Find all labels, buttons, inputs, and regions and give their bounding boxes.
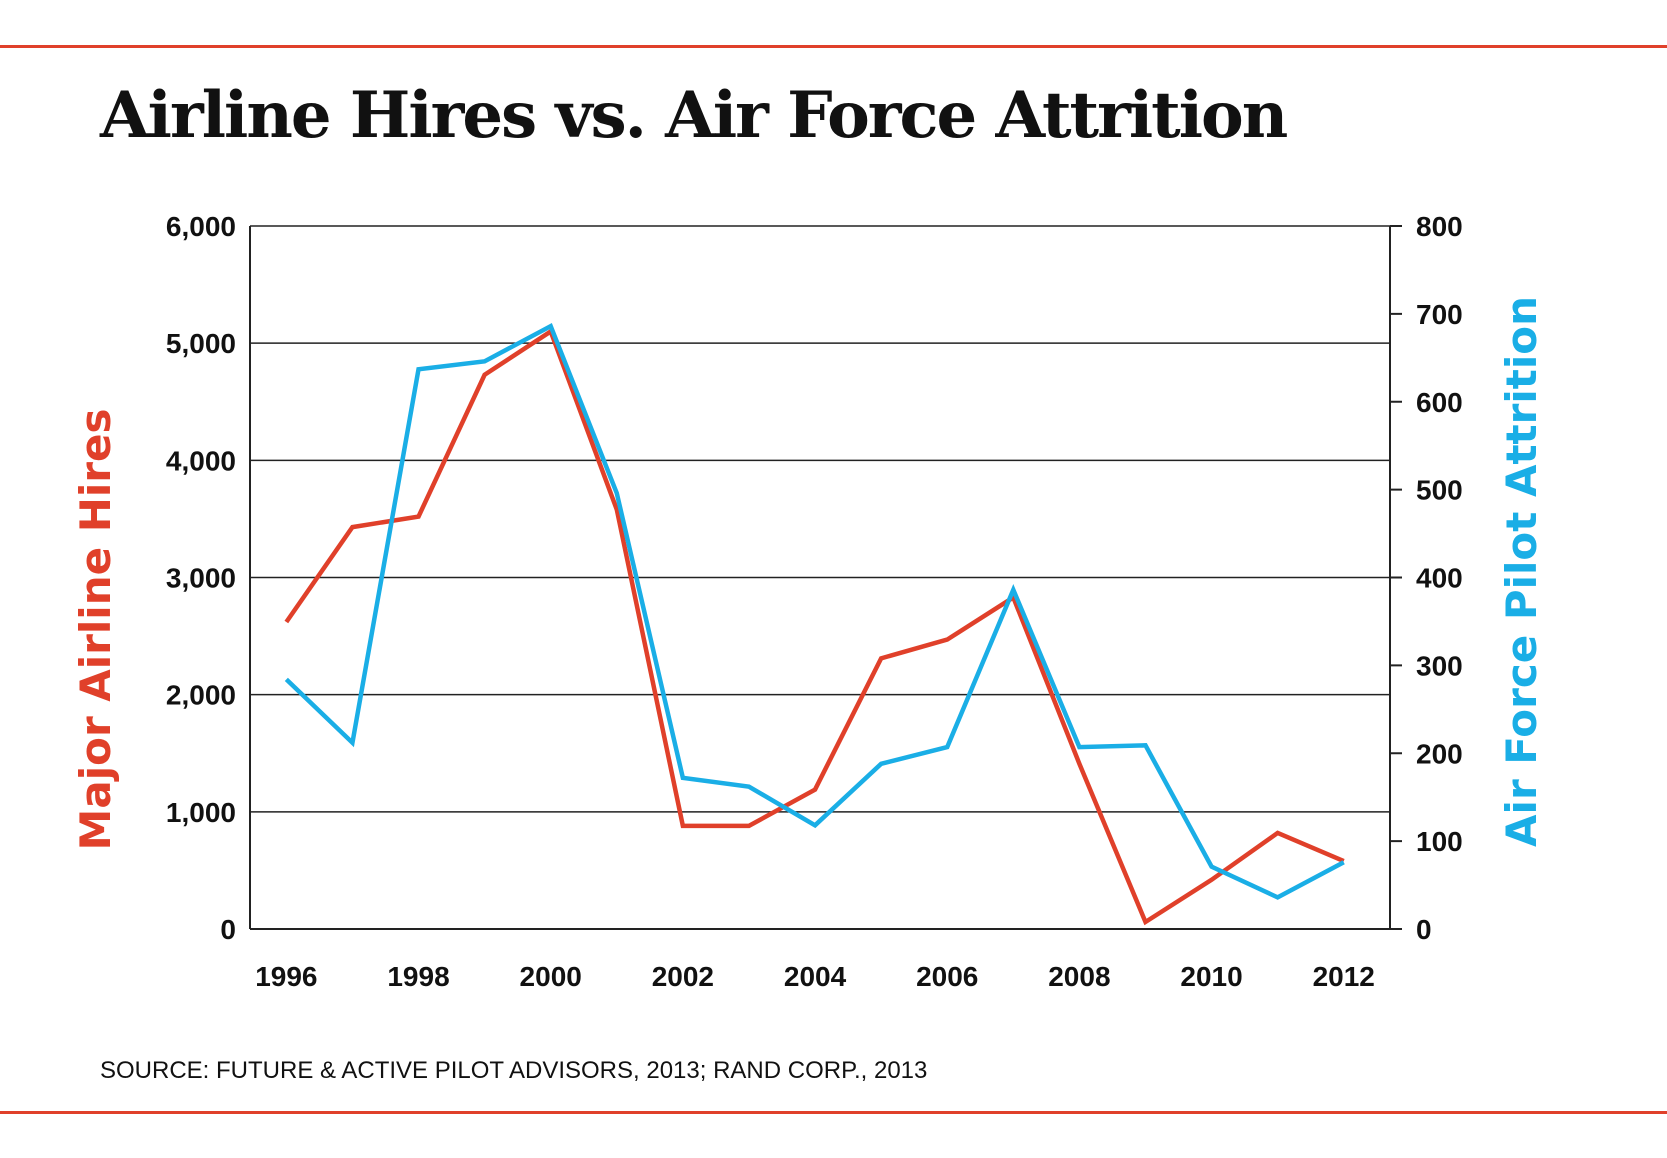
left-tick-label-3,000: 3,000: [166, 563, 236, 594]
right-tick-label-500: 500: [1416, 475, 1463, 506]
right-tick-label-800: 800: [1416, 211, 1463, 242]
series-lines: [284, 323, 1345, 926]
right-tick-label-200: 200: [1416, 738, 1463, 769]
x-axis-tick-labels: 1996 1998 2000 2002 2004 2006 2008 2010 2012: [255, 961, 1375, 992]
chart-title: Airline Hires vs. Air Force Attrition: [100, 78, 1288, 153]
left-tick-label-6,000: 6,000: [166, 211, 236, 242]
right-axis-title: Air Force Pilot Attrition: [1497, 296, 1546, 847]
x-tick-label-1996: 1996: [255, 961, 317, 992]
x-tick-label-1998: 1998: [387, 961, 449, 992]
top-rule: [0, 45, 1667, 48]
left-tick-label-1,000: 1,000: [166, 797, 236, 828]
left-tick-label-5,000: 5,000: [166, 328, 236, 359]
source-note: SOURCE: FUTURE & ACTIVE PILOT ADVISORS, …: [100, 1057, 928, 1084]
x-tick-label-2012: 2012: [1313, 961, 1375, 992]
right-tick-label-600: 600: [1416, 387, 1463, 418]
x-tick-label-2000: 2000: [520, 961, 582, 992]
series-line-air-force-pilot-attrition: [284, 323, 1345, 900]
bottom-rule: [0, 1111, 1667, 1114]
left-axis-tick-labels: 0 1,000 2,000 3,000 4,000 5,000 6,000: [166, 211, 236, 945]
x-tick-label-2010: 2010: [1180, 961, 1242, 992]
x-tick-label-2006: 2006: [916, 961, 978, 992]
left-tick-label-2,000: 2,000: [166, 680, 236, 711]
left-tick-label-0: 0: [220, 914, 236, 945]
x-tick-label-2004: 2004: [784, 961, 847, 992]
right-tick-label-400: 400: [1416, 563, 1463, 594]
right-axis-tick-labels: 0 100 200 300 400 500 600 700 800: [1416, 211, 1463, 945]
x-tick-label-2008: 2008: [1048, 961, 1110, 992]
series-line-major-airline-hires: [284, 328, 1345, 926]
axes: [249, 225, 1402, 930]
right-tick-label-300: 300: [1416, 650, 1463, 681]
left-tick-label-4,000: 4,000: [166, 445, 236, 476]
right-tick-label-0: 0: [1416, 914, 1432, 945]
right-tick-label-100: 100: [1416, 826, 1463, 857]
right-tick-label-700: 700: [1416, 299, 1463, 330]
left-axis-title: Major Airline Hires: [71, 409, 120, 851]
x-tick-label-2002: 2002: [652, 961, 714, 992]
